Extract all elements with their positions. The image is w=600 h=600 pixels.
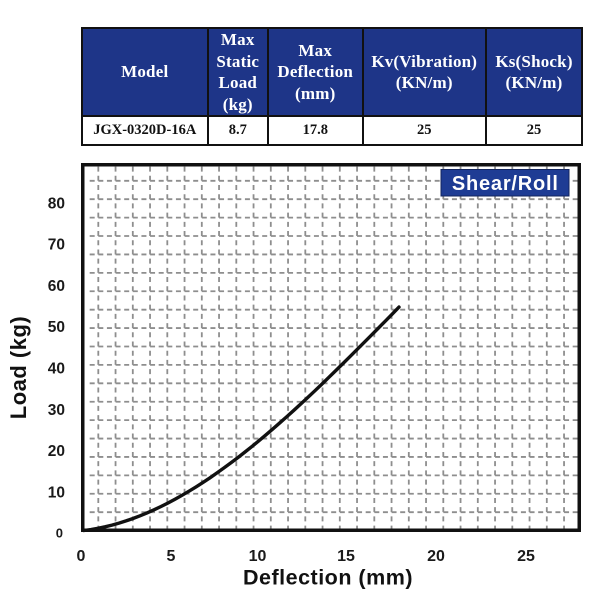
svg-text:50: 50 xyxy=(48,319,65,336)
svg-text:0: 0 xyxy=(56,526,63,541)
svg-text:0: 0 xyxy=(77,548,86,565)
svg-text:15: 15 xyxy=(337,548,355,565)
svg-text:20: 20 xyxy=(427,548,445,565)
svg-text:5: 5 xyxy=(167,548,176,565)
svg-text:30: 30 xyxy=(48,402,65,419)
svg-text:60: 60 xyxy=(48,278,65,295)
svg-text:20: 20 xyxy=(48,443,65,460)
svg-text:25: 25 xyxy=(517,548,535,565)
svg-text:Deflection (mm): Deflection (mm) xyxy=(243,566,413,590)
svg-text:Shear/Roll: Shear/Roll xyxy=(452,173,559,195)
svg-text:40: 40 xyxy=(48,361,65,378)
svg-text:70: 70 xyxy=(48,237,65,254)
svg-text:10: 10 xyxy=(48,485,65,502)
svg-text:10: 10 xyxy=(249,548,267,565)
svg-text:Load (kg): Load (kg) xyxy=(6,316,31,420)
svg-text:80: 80 xyxy=(48,195,65,212)
